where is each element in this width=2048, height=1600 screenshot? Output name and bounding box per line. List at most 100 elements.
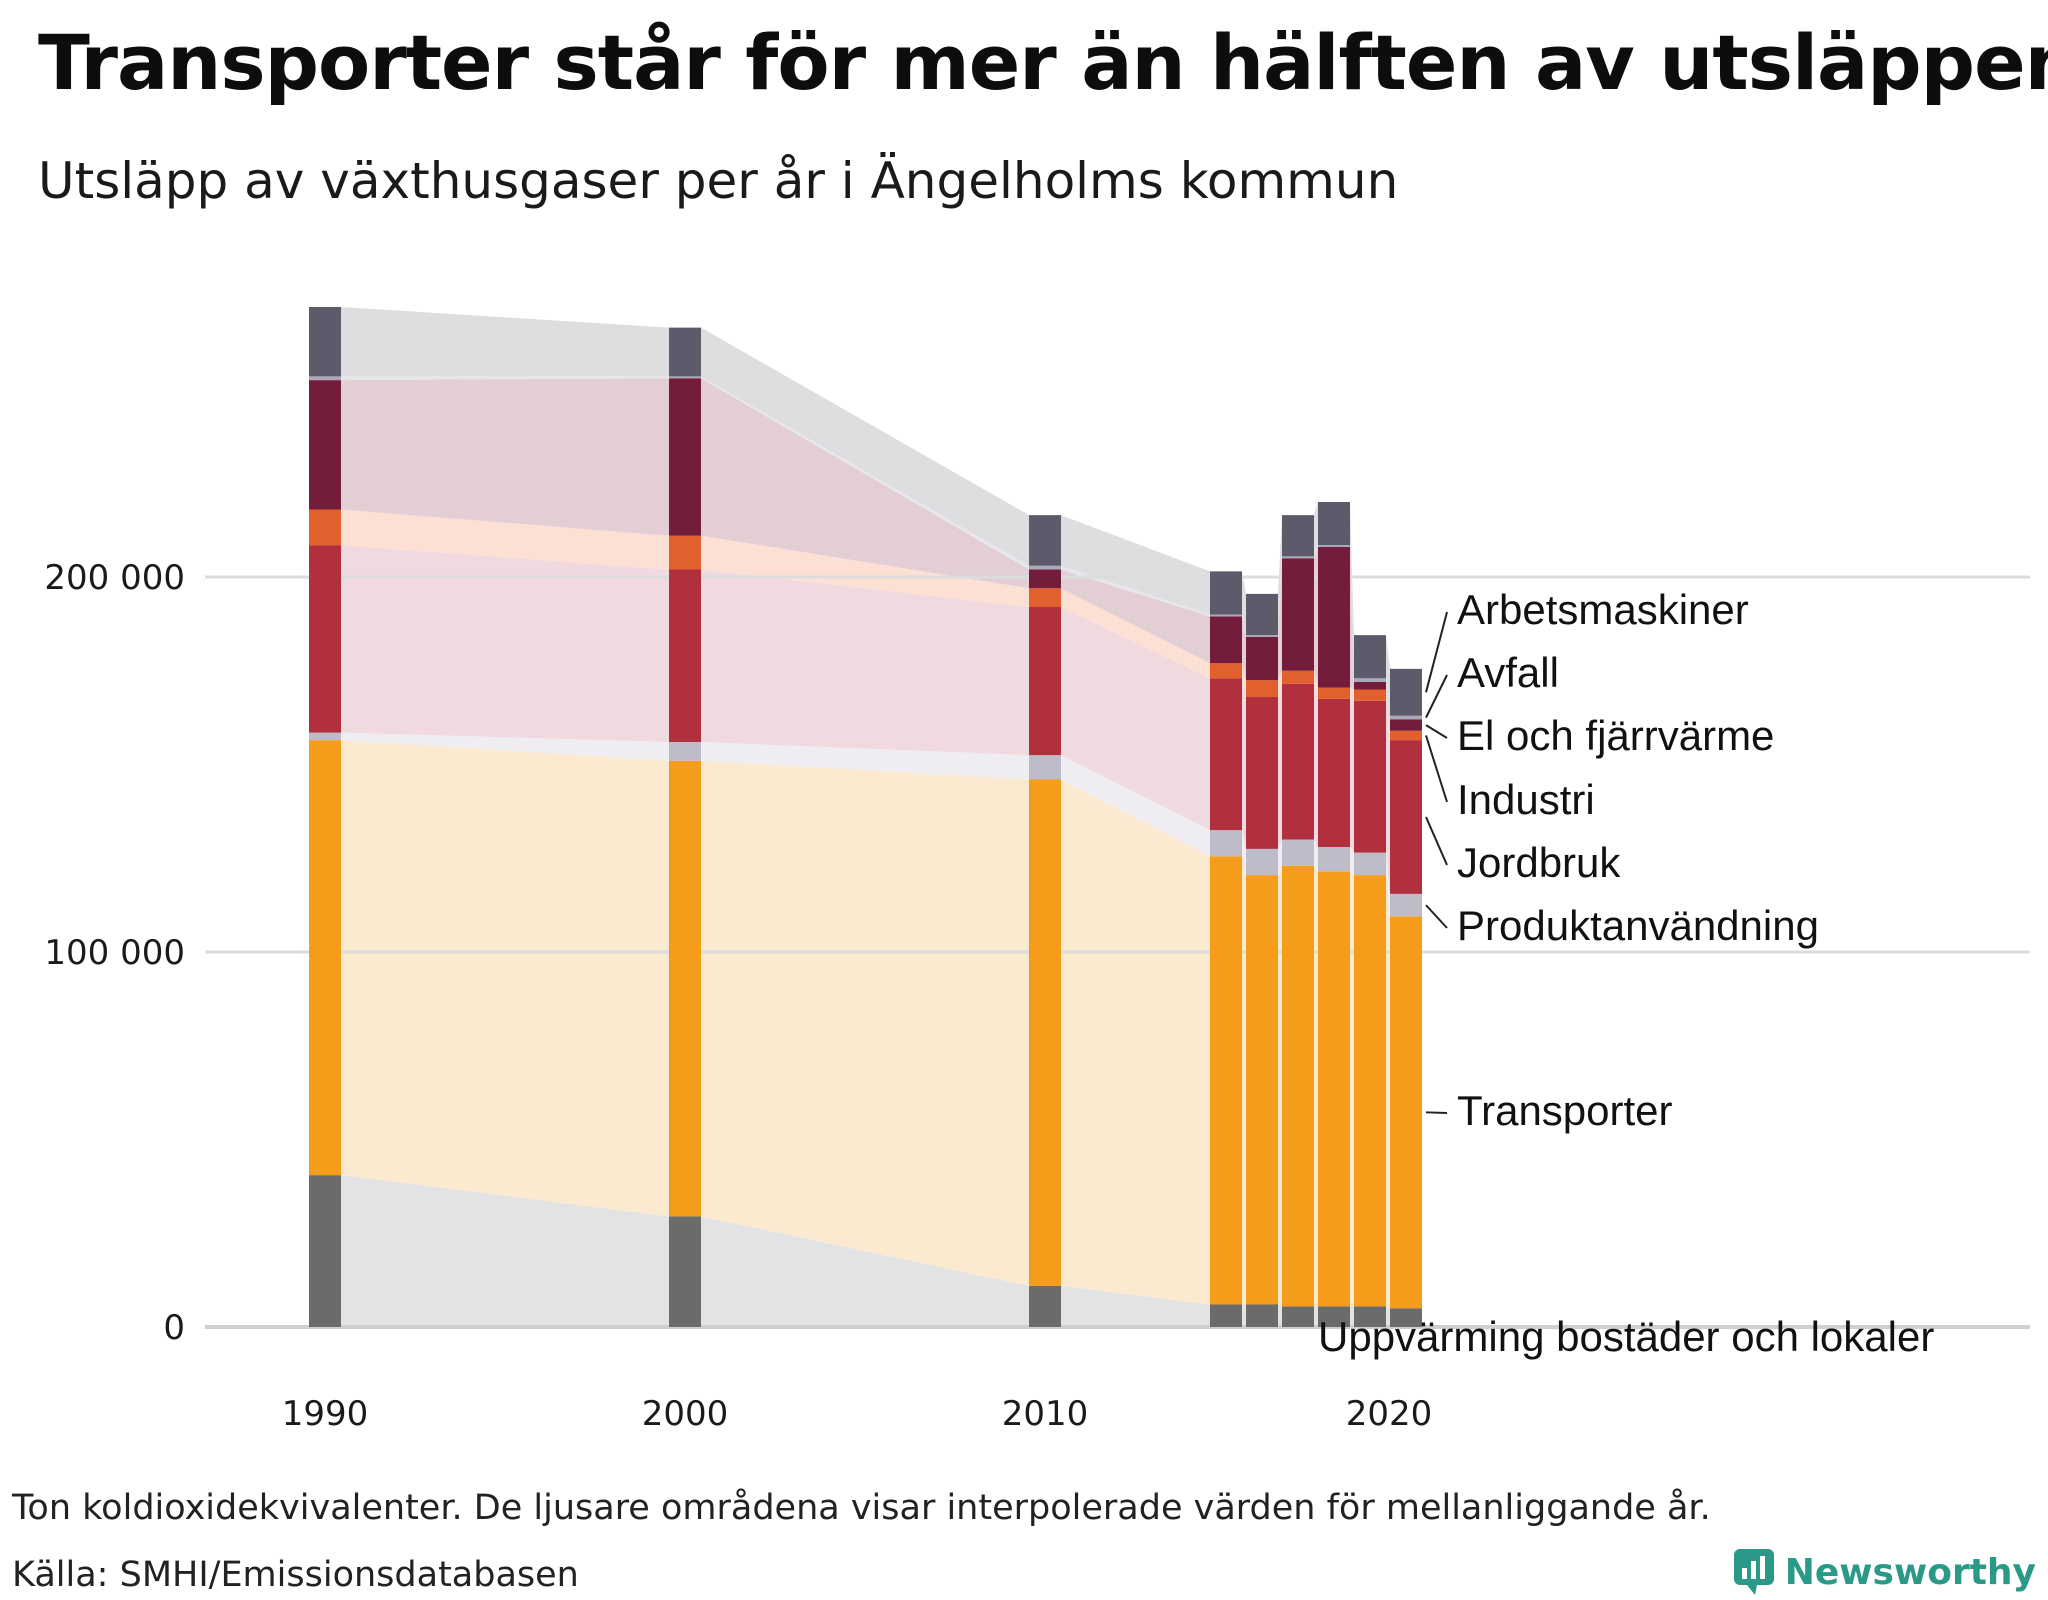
- bar-2010-segment-4: [1029, 588, 1061, 607]
- bar-2010-segment-6: [1029, 565, 1061, 570]
- bar-2010-segment-5: [1029, 569, 1061, 589]
- bar-2020-segment-0: [1390, 1308, 1422, 1327]
- bar-2000-segment-1: [669, 760, 701, 1217]
- bar-2018-segment-0: [1318, 1306, 1350, 1327]
- bar-2019-segment-2: [1354, 852, 1386, 876]
- area-2-2018: [1350, 847, 1354, 876]
- bar-2018-segment-1: [1318, 871, 1350, 1307]
- area-6-1990: [341, 376, 669, 381]
- bar-1990-segment-6: [309, 376, 341, 381]
- bar-2010-segment-3: [1029, 607, 1061, 756]
- bar-2000-segment-4: [669, 535, 701, 570]
- area-0-2019: [1386, 1306, 1390, 1327]
- area-7-2016: [1278, 515, 1282, 636]
- bar-2018-segment-4: [1318, 687, 1350, 699]
- area-5-2018: [1350, 547, 1354, 690]
- chart-title: Transporter står för mer än hälften av u…: [38, 18, 2048, 107]
- area-7-2017: [1314, 502, 1318, 557]
- area-0-2017: [1314, 1306, 1318, 1327]
- bar-2010-segment-2: [1029, 755, 1061, 780]
- bar-2020-segment-6: [1390, 715, 1422, 720]
- newsworthy-icon: [1733, 1549, 1774, 1595]
- bar-2018-segment-2: [1318, 847, 1350, 872]
- bar-2015-segment-5: [1210, 616, 1242, 664]
- bar-2010-segment-1: [1029, 779, 1061, 1286]
- x-tick-label: 1990: [282, 1394, 369, 1434]
- area-2-2017: [1314, 839, 1318, 872]
- area-5-2015: [1242, 616, 1246, 681]
- bar-1990-segment-0: [309, 1175, 341, 1327]
- legend-label: Avfall: [1457, 649, 1559, 696]
- bars: [309, 307, 1422, 1327]
- area-3-2015: [1242, 678, 1246, 849]
- brand-logo[interactable]: Newsworthy: [1733, 1548, 2036, 1596]
- bar-2017-segment-2: [1282, 839, 1314, 866]
- bar-2019-segment-1: [1354, 875, 1386, 1307]
- leader-line: [1425, 816, 1448, 866]
- area-6-2015: [1242, 614, 1246, 637]
- bar-2017-segment-5: [1282, 558, 1314, 671]
- bar-2018-segment-5: [1318, 547, 1350, 688]
- bar-2017-segment-1: [1282, 865, 1314, 1307]
- area-0-2000: [701, 1216, 1029, 1327]
- legend-label: Transporter: [1457, 1087, 1673, 1134]
- bar-2010-segment-0: [1029, 1285, 1061, 1327]
- area-5-1990: [341, 378, 669, 536]
- bar-1990-segment-1: [309, 740, 341, 1176]
- bar-2017-segment-4: [1282, 670, 1314, 684]
- legend-label: Industri: [1457, 776, 1595, 823]
- x-tick-label: 2020: [1346, 1394, 1433, 1434]
- area-7-2015: [1242, 571, 1246, 636]
- area-1-2017: [1314, 865, 1318, 1307]
- bar-1990-segment-5: [309, 380, 341, 510]
- area-2-2019: [1386, 852, 1390, 917]
- area-1-2019: [1386, 875, 1390, 1309]
- bar-1990-segment-4: [309, 509, 341, 546]
- area-2-2010: [1061, 755, 1210, 857]
- area-2-2015: [1242, 830, 1246, 876]
- bar-2015-segment-4: [1210, 663, 1242, 679]
- bar-2017-segment-0: [1282, 1306, 1314, 1327]
- leader-line: [1425, 674, 1448, 719]
- legend-label-uppvarming: Uppvärming bostäder och lokaler: [1318, 1313, 1934, 1360]
- legend-label: El och fjärrvärme: [1457, 712, 1774, 759]
- area-0-2018: [1350, 1306, 1354, 1327]
- y-tick-label: 0: [163, 1308, 185, 1348]
- legend-label: Jordbruk: [1457, 839, 1621, 886]
- area-5-2017: [1314, 547, 1318, 688]
- gridlines: [205, 575, 2030, 1329]
- bar-2020-segment-5: [1390, 719, 1422, 731]
- bar-2015-segment-0: [1210, 1304, 1242, 1327]
- legend: Arbetsmaskiner Avfall El och fjärrvärme Ind…: [1318, 586, 1934, 1360]
- y-tick-label: 200 000: [44, 558, 185, 598]
- x-tick-label: 2000: [642, 1394, 729, 1434]
- bar-2019-segment-4: [1354, 689, 1386, 701]
- bar-2000-segment-0: [669, 1216, 701, 1327]
- bar-2000-segment-7: [669, 327, 701, 377]
- area-7-2019: [1386, 635, 1390, 716]
- area-1-2010: [1061, 779, 1210, 1305]
- area-4-1990: [341, 509, 669, 570]
- area-3-2017: [1314, 683, 1318, 847]
- bar-2020-segment-3: [1390, 740, 1422, 894]
- bar-2019-segment-3: [1354, 700, 1386, 853]
- area-0-2016: [1278, 1304, 1282, 1327]
- bar-2019-segment-5: [1354, 682, 1386, 690]
- area-3-2000: [701, 569, 1029, 756]
- area-7-2000: [701, 327, 1029, 566]
- area-6-2000: [701, 376, 1029, 570]
- leader-line: [1425, 724, 1448, 739]
- bar-2015-segment-1: [1210, 856, 1242, 1305]
- bar-2000-segment-2: [669, 742, 701, 761]
- bar-2017-segment-7: [1282, 515, 1314, 557]
- area-4-2019: [1386, 689, 1390, 741]
- area-1-2000: [701, 760, 1029, 1286]
- bar-2016-segment-2: [1246, 848, 1278, 876]
- bar-2015-segment-2: [1210, 830, 1242, 857]
- brand-name: Newsworthy: [1784, 1551, 2036, 1593]
- bar-2000-segment-6: [669, 376, 701, 379]
- area-6-2018: [1350, 545, 1354, 682]
- bar-2016-segment-5: [1246, 637, 1278, 681]
- area-4-2000: [701, 535, 1029, 607]
